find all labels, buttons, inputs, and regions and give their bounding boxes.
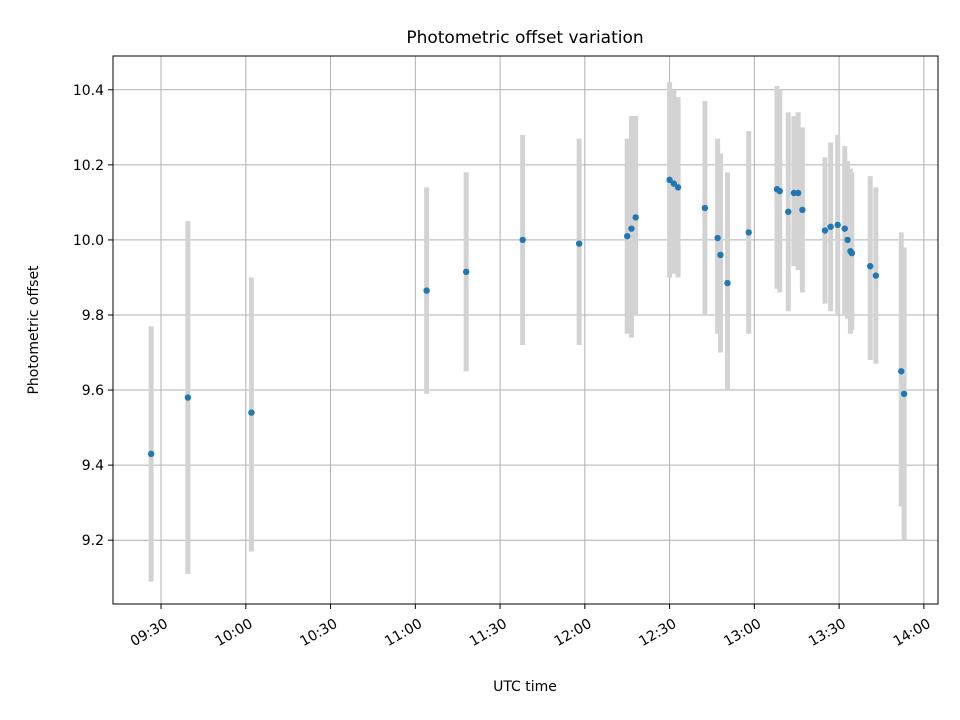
data-point <box>834 221 841 229</box>
y-tick-label: 9.4 <box>82 458 104 474</box>
data-point <box>423 287 430 294</box>
plot-frame <box>112 55 939 605</box>
data-point <box>844 236 851 244</box>
data-point <box>794 189 802 197</box>
y-tick-label: 10.4 <box>73 83 104 99</box>
data-point <box>848 249 856 257</box>
data-point <box>628 225 635 232</box>
data-point <box>717 251 724 259</box>
data-point <box>666 176 673 184</box>
y-axis-label: Photometric offset <box>26 265 42 395</box>
data-point <box>714 234 721 242</box>
data-point <box>674 184 682 191</box>
data-point <box>462 268 470 276</box>
data-point <box>866 262 874 270</box>
y-tick-label: 10.0 <box>73 233 104 249</box>
data-point <box>575 240 583 247</box>
data-point <box>785 208 792 215</box>
data-point <box>519 236 526 244</box>
data-point <box>724 279 731 287</box>
chart-title: Photometric offset variation <box>406 28 643 48</box>
data-point <box>898 368 905 375</box>
y-tick-label: 9.2 <box>82 533 104 549</box>
y-tick-label: 9.8 <box>82 308 104 324</box>
data-points <box>147 176 908 458</box>
data-point <box>248 409 255 416</box>
y-axis-ticks: 9.2 9.4 9.6 9.8 10.0 10.2 10.4 <box>73 83 113 549</box>
data-point <box>821 227 829 234</box>
y-tick-label: 9.6 <box>82 383 104 399</box>
data-point <box>632 214 639 221</box>
data-point <box>776 187 783 195</box>
data-point <box>841 225 848 232</box>
data-point <box>670 180 678 187</box>
data-point <box>872 272 880 279</box>
y-tick-label: 10.2 <box>73 158 104 174</box>
data-point <box>184 394 192 401</box>
data-point <box>827 223 834 230</box>
data-point <box>799 206 806 214</box>
data-point <box>624 232 631 240</box>
x-axis-label: UTC time <box>493 679 557 695</box>
data-point <box>900 390 908 398</box>
data-point <box>745 229 752 236</box>
data-point <box>147 450 155 458</box>
data-point <box>701 204 709 212</box>
